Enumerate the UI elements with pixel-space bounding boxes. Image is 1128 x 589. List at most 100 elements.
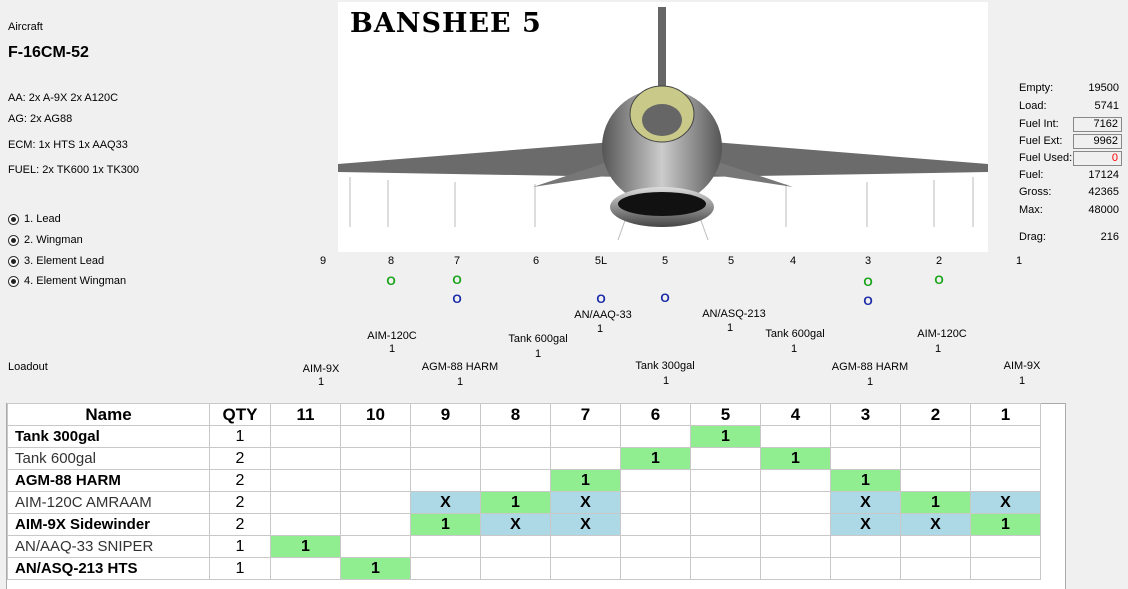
station-cell[interactable]	[900, 557, 971, 580]
station-cell[interactable]	[270, 425, 341, 448]
station-cell[interactable]: X	[830, 491, 901, 514]
station-cell[interactable]	[410, 469, 481, 492]
station-cell[interactable]	[830, 535, 901, 558]
station-cell[interactable]: X	[900, 513, 971, 536]
station-cell[interactable]	[550, 447, 621, 470]
station-cell[interactable]: 1	[550, 469, 621, 492]
header-station[interactable]: 1	[970, 403, 1041, 426]
station-cell[interactable]	[690, 491, 761, 514]
header-station[interactable]: 6	[620, 403, 691, 426]
station-cell[interactable]	[620, 513, 691, 536]
header-station[interactable]: 9	[410, 403, 481, 426]
station-cell[interactable]	[760, 491, 831, 514]
station-cell[interactable]	[970, 425, 1041, 448]
station-cell[interactable]	[760, 535, 831, 558]
station-cell[interactable]	[690, 469, 761, 492]
header-qty[interactable]: QTY	[209, 403, 271, 426]
fuel-used-field[interactable]: 0	[1073, 151, 1122, 166]
station-cell[interactable]: 1	[760, 447, 831, 470]
station-cell[interactable]	[900, 469, 971, 492]
station-cell[interactable]: X	[830, 513, 901, 536]
station-cell[interactable]: X	[410, 491, 481, 514]
header-station[interactable]: 10	[340, 403, 411, 426]
header-station[interactable]: 2	[900, 403, 971, 426]
header-station[interactable]: 5	[690, 403, 761, 426]
header-station[interactable]: 8	[480, 403, 551, 426]
station-cell[interactable]	[620, 425, 691, 448]
station-cell[interactable]	[620, 491, 691, 514]
station-cell[interactable]: 1	[480, 491, 551, 514]
station-cell[interactable]	[270, 447, 341, 470]
station-cell[interactable]: 1	[690, 425, 761, 448]
station-cell[interactable]	[410, 557, 481, 580]
station-cell[interactable]	[480, 535, 551, 558]
header-name[interactable]: Name	[7, 403, 210, 426]
station-cell[interactable]	[690, 535, 761, 558]
radio-wingman[interactable]: 2. Wingman	[8, 234, 83, 246]
table-row[interactable]: AIM-9X Sidewinder 2 1 X X X X 1	[7, 513, 1041, 536]
station-cell[interactable]: 1	[620, 447, 691, 470]
radio-element-wingman[interactable]: 4. Element Wingman	[8, 275, 126, 287]
table-row[interactable]: AN/AAQ-33 SNIPER 1 1	[7, 535, 1041, 558]
station-cell[interactable]	[760, 425, 831, 448]
station-cell[interactable]	[410, 447, 481, 470]
station-cell[interactable]	[480, 557, 551, 580]
table-row[interactable]: Tank 600gal 2 1 1	[7, 447, 1041, 470]
station-cell[interactable]	[340, 535, 411, 558]
station-cell[interactable]	[970, 557, 1041, 580]
station-cell[interactable]: 1	[970, 513, 1041, 536]
station-cell[interactable]	[340, 513, 411, 536]
station-cell[interactable]	[480, 469, 551, 492]
station-cell[interactable]	[340, 469, 411, 492]
station-cell[interactable]	[620, 469, 691, 492]
station-cell[interactable]: 1	[830, 469, 901, 492]
station-cell[interactable]	[340, 447, 411, 470]
station-cell[interactable]	[690, 513, 761, 536]
station-cell[interactable]	[970, 535, 1041, 558]
station-cell[interactable]: 1	[270, 535, 341, 558]
table-row[interactable]: Tank 300gal 1 1	[7, 425, 1041, 448]
station-cell[interactable]	[830, 447, 901, 470]
station-cell[interactable]	[760, 557, 831, 580]
station-cell[interactable]	[760, 469, 831, 492]
station-cell[interactable]	[270, 557, 341, 580]
radio-lead[interactable]: 1. Lead	[8, 213, 61, 225]
station-cell[interactable]	[970, 469, 1041, 492]
fuel-int-field[interactable]: 7162	[1073, 117, 1122, 132]
fuel-ext-field[interactable]: 9962	[1073, 134, 1122, 149]
station-cell[interactable]	[410, 535, 481, 558]
station-cell[interactable]: 1	[900, 491, 971, 514]
station-cell[interactable]	[830, 425, 901, 448]
station-cell[interactable]	[830, 557, 901, 580]
station-cell[interactable]	[900, 535, 971, 558]
station-cell[interactable]	[620, 557, 691, 580]
table-row[interactable]: AGM-88 HARM 2 1 1	[7, 469, 1041, 492]
station-cell[interactable]	[410, 425, 481, 448]
station-cell[interactable]	[550, 535, 621, 558]
station-cell[interactable]	[340, 491, 411, 514]
station-cell[interactable]: 1	[340, 557, 411, 580]
station-cell[interactable]	[270, 513, 341, 536]
station-cell[interactable]	[970, 447, 1041, 470]
table-row[interactable]: AN/ASQ-213 HTS 1 1	[7, 557, 1041, 580]
station-cell[interactable]	[340, 425, 411, 448]
station-cell[interactable]	[760, 513, 831, 536]
station-cell[interactable]: X	[550, 513, 621, 536]
station-cell[interactable]	[270, 491, 341, 514]
station-cell[interactable]	[690, 447, 761, 470]
station-cell[interactable]: 1	[410, 513, 481, 536]
table-row[interactable]: AIM-120C AMRAAM 2 X 1 X X 1 X	[7, 491, 1041, 514]
station-cell[interactable]	[620, 535, 691, 558]
header-station[interactable]: 11	[270, 403, 341, 426]
station-cell[interactable]	[550, 425, 621, 448]
radio-element-lead[interactable]: 3. Element Lead	[8, 255, 104, 267]
header-station[interactable]: 3	[830, 403, 901, 426]
station-cell[interactable]	[480, 447, 551, 470]
station-cell[interactable]	[270, 469, 341, 492]
station-cell[interactable]	[900, 425, 971, 448]
station-cell[interactable]	[900, 447, 971, 470]
station-cell[interactable]	[690, 557, 761, 580]
station-cell[interactable]	[550, 557, 621, 580]
station-cell[interactable]	[480, 425, 551, 448]
station-cell[interactable]: X	[550, 491, 621, 514]
